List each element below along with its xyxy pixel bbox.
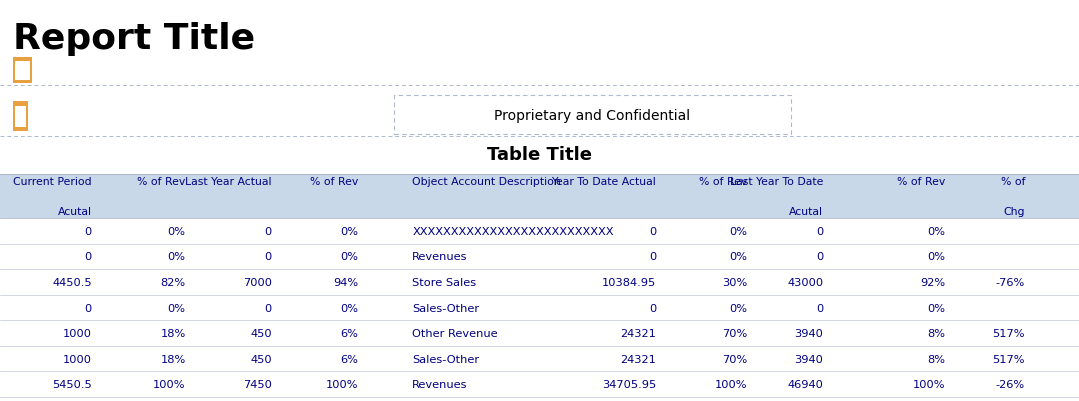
Text: 1000: 1000	[63, 328, 92, 338]
Text: 43000: 43000	[788, 277, 823, 287]
Text: Acutal: Acutal	[789, 207, 823, 217]
Text: 517%: 517%	[993, 328, 1025, 338]
Bar	[394, 96, 791, 134]
Bar	[13, 101, 28, 132]
Text: % of Rev: % of Rev	[310, 176, 358, 186]
Text: 8%: 8%	[927, 328, 945, 338]
Text: 0: 0	[264, 303, 272, 313]
Text: 0: 0	[264, 252, 272, 262]
Text: 24321: 24321	[620, 354, 656, 364]
Text: 0%: 0%	[927, 226, 945, 236]
Text: Last Year Actual: Last Year Actual	[186, 176, 272, 186]
Text: Table Title: Table Title	[487, 145, 592, 163]
Text: 18%: 18%	[161, 354, 186, 364]
Text: 0%: 0%	[340, 252, 358, 262]
Text: 0%: 0%	[340, 303, 358, 313]
Text: 0: 0	[264, 226, 272, 236]
Text: -26%: -26%	[996, 379, 1025, 389]
Text: 0%: 0%	[927, 303, 945, 313]
Text: 0%: 0%	[167, 252, 186, 262]
Text: 4450.5: 4450.5	[52, 277, 92, 287]
Text: % of Rev: % of Rev	[137, 176, 186, 186]
Text: 0: 0	[816, 252, 823, 262]
Text: % of: % of	[1000, 176, 1025, 186]
Bar	[13, 58, 32, 84]
Text: 18%: 18%	[161, 328, 186, 338]
Text: Other Revenue: Other Revenue	[412, 328, 497, 338]
Text: % of Rev: % of Rev	[699, 176, 748, 186]
Text: 6%: 6%	[340, 354, 358, 364]
Bar	[15, 106, 26, 128]
Text: 0%: 0%	[167, 226, 186, 236]
Text: 0%: 0%	[729, 226, 748, 236]
Text: Report Title: Report Title	[13, 22, 255, 56]
Text: 0: 0	[84, 252, 92, 262]
Text: 8%: 8%	[927, 354, 945, 364]
Text: 100%: 100%	[913, 379, 945, 389]
Text: % of Rev: % of Rev	[897, 176, 945, 186]
Text: 70%: 70%	[723, 354, 748, 364]
Text: 3940: 3940	[794, 354, 823, 364]
Text: Object Account Description: Object Account Description	[412, 176, 561, 186]
Text: Proprietary and Confidential: Proprietary and Confidential	[494, 108, 691, 122]
Bar	[0, 174, 1079, 219]
Text: 0: 0	[816, 303, 823, 313]
Text: Year To Date Actual: Year To Date Actual	[551, 176, 656, 186]
Text: 30%: 30%	[723, 277, 748, 287]
Text: 92%: 92%	[920, 277, 945, 287]
Text: Current Period: Current Period	[13, 176, 92, 186]
Text: 0: 0	[648, 252, 656, 262]
Text: 100%: 100%	[326, 379, 358, 389]
Text: 0%: 0%	[729, 303, 748, 313]
Text: 100%: 100%	[153, 379, 186, 389]
Text: 0%: 0%	[927, 252, 945, 262]
Text: Last Year To Date: Last Year To Date	[729, 176, 823, 186]
Text: -76%: -76%	[996, 277, 1025, 287]
Text: 3940: 3940	[794, 328, 823, 338]
Text: 0: 0	[84, 303, 92, 313]
Text: 0: 0	[84, 226, 92, 236]
Text: 5450.5: 5450.5	[52, 379, 92, 389]
Text: 0%: 0%	[167, 303, 186, 313]
Text: 82%: 82%	[161, 277, 186, 287]
Bar	[15, 62, 30, 81]
Text: Sales-Other: Sales-Other	[412, 303, 479, 313]
Text: 94%: 94%	[333, 277, 358, 287]
Text: 1000: 1000	[63, 354, 92, 364]
Text: Sales-Other: Sales-Other	[412, 354, 479, 364]
Text: 0%: 0%	[340, 226, 358, 236]
Text: Revenues: Revenues	[412, 379, 467, 389]
Text: 450: 450	[250, 354, 272, 364]
Text: 46940: 46940	[788, 379, 823, 389]
Text: 7000: 7000	[243, 277, 272, 287]
Text: 70%: 70%	[723, 328, 748, 338]
Text: 6%: 6%	[340, 328, 358, 338]
Text: 450: 450	[250, 328, 272, 338]
Text: 7450: 7450	[243, 379, 272, 389]
Text: 34705.95: 34705.95	[602, 379, 656, 389]
Text: 517%: 517%	[993, 354, 1025, 364]
Text: 0: 0	[648, 226, 656, 236]
Text: Acutal: Acutal	[57, 207, 92, 217]
Text: Revenues: Revenues	[412, 252, 467, 262]
Text: 100%: 100%	[715, 379, 748, 389]
Text: Chg: Chg	[1003, 207, 1025, 217]
Text: 0: 0	[648, 303, 656, 313]
Text: 24321: 24321	[620, 328, 656, 338]
Text: 10384.95: 10384.95	[602, 277, 656, 287]
Text: Store Sales: Store Sales	[412, 277, 476, 287]
Text: XXXXXXXXXXXXXXXXXXXXXXXXXX: XXXXXXXXXXXXXXXXXXXXXXXXXX	[412, 226, 614, 236]
Text: 0: 0	[816, 226, 823, 236]
Text: 0%: 0%	[729, 252, 748, 262]
